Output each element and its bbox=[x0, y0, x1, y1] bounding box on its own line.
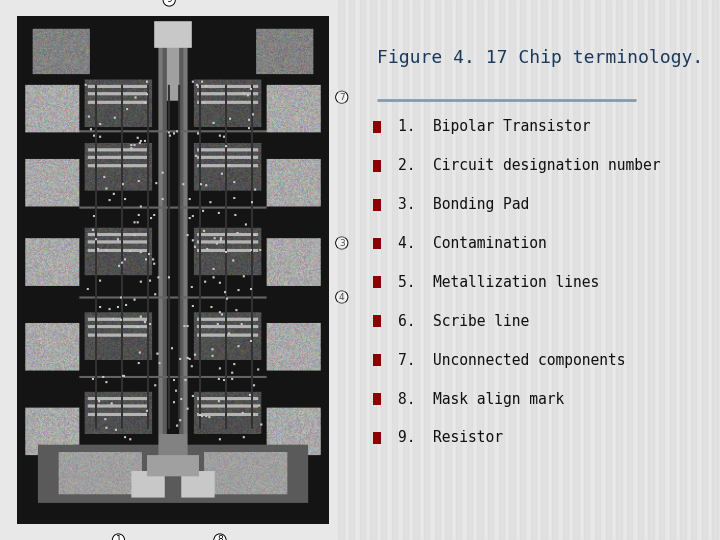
Text: 2.  Circuit designation number: 2. Circuit designation number bbox=[397, 158, 660, 173]
Bar bbox=[424, 0, 429, 540]
Bar bbox=[373, 315, 381, 327]
Text: 9: 9 bbox=[166, 0, 172, 4]
Bar bbox=[691, 0, 696, 540]
Text: 5.  Metallization lines: 5. Metallization lines bbox=[397, 275, 599, 290]
Text: 6.  Scribe line: 6. Scribe line bbox=[397, 314, 528, 329]
Text: 3.  Bonding Pad: 3. Bonding Pad bbox=[397, 197, 528, 212]
Bar bbox=[402, 0, 408, 540]
Bar bbox=[435, 0, 440, 540]
Text: 4: 4 bbox=[339, 293, 345, 301]
Bar bbox=[563, 0, 568, 540]
Bar bbox=[638, 0, 643, 540]
Bar bbox=[606, 0, 611, 540]
Text: 3: 3 bbox=[339, 239, 345, 247]
Text: 1: 1 bbox=[116, 536, 121, 540]
Bar bbox=[712, 0, 718, 540]
Bar bbox=[456, 0, 462, 540]
Text: 8: 8 bbox=[217, 536, 222, 540]
Bar bbox=[531, 0, 536, 540]
Text: 8.  Mask align mark: 8. Mask align mark bbox=[397, 392, 564, 407]
Bar bbox=[381, 0, 387, 540]
Bar bbox=[573, 0, 579, 540]
Bar bbox=[373, 354, 381, 366]
Bar bbox=[373, 160, 381, 172]
Bar bbox=[413, 0, 418, 540]
Bar bbox=[373, 393, 381, 405]
Bar bbox=[338, 0, 343, 540]
Bar bbox=[659, 0, 665, 540]
Bar bbox=[373, 238, 381, 249]
Bar bbox=[373, 199, 381, 211]
Bar bbox=[584, 0, 590, 540]
Text: 4.  Contamination: 4. Contamination bbox=[397, 236, 546, 251]
Bar bbox=[373, 121, 381, 133]
Bar bbox=[373, 276, 381, 288]
Bar bbox=[349, 0, 354, 540]
Bar bbox=[670, 0, 675, 540]
Bar bbox=[360, 0, 365, 540]
Bar bbox=[616, 0, 621, 540]
Text: 7.  Unconnected components: 7. Unconnected components bbox=[397, 353, 625, 368]
Bar bbox=[467, 0, 472, 540]
Bar bbox=[488, 0, 493, 540]
Bar bbox=[702, 0, 707, 540]
Bar bbox=[552, 0, 557, 540]
Text: 1.  Bipolar Transistor: 1. Bipolar Transistor bbox=[397, 119, 590, 134]
Bar bbox=[509, 0, 515, 540]
Text: Figure 4. 17 Chip terminology.: Figure 4. 17 Chip terminology. bbox=[377, 49, 703, 66]
Text: 9.  Resistor: 9. Resistor bbox=[397, 430, 503, 445]
Bar bbox=[445, 0, 451, 540]
Bar bbox=[477, 0, 482, 540]
Bar bbox=[595, 0, 600, 540]
Bar bbox=[648, 0, 654, 540]
Bar bbox=[680, 0, 685, 540]
Bar bbox=[499, 0, 504, 540]
Bar bbox=[373, 432, 381, 444]
Bar bbox=[627, 0, 632, 540]
Bar bbox=[392, 0, 397, 540]
Bar bbox=[371, 0, 376, 540]
Bar bbox=[541, 0, 546, 540]
Bar bbox=[520, 0, 526, 540]
Text: 7: 7 bbox=[339, 93, 345, 102]
